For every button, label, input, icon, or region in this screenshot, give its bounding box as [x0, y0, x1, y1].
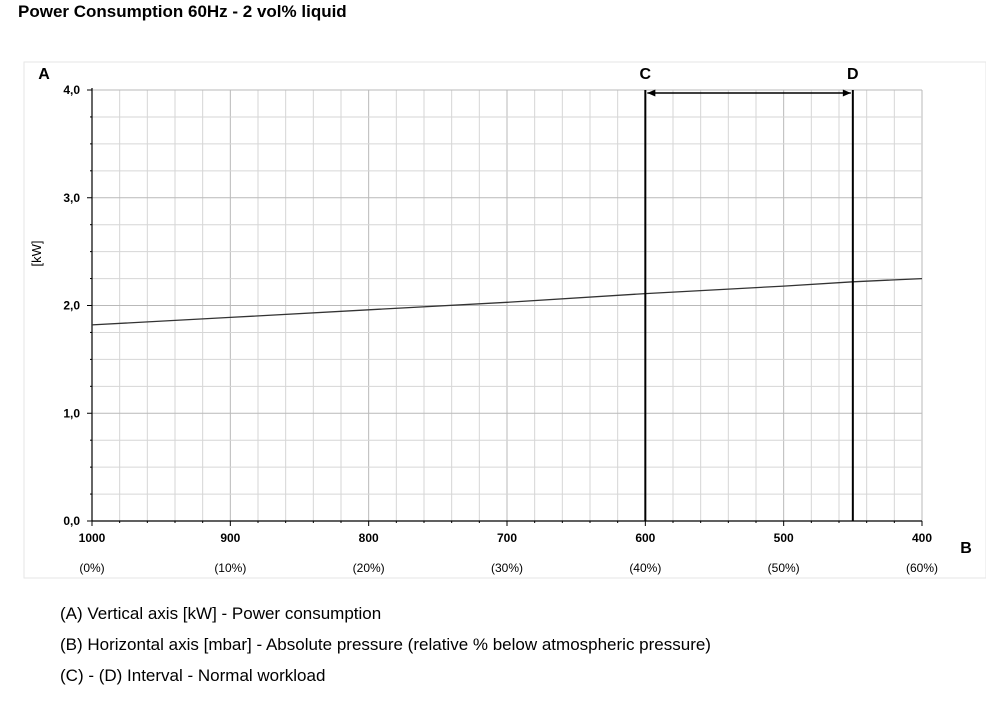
x-tick-percent-label: (0%) — [79, 561, 104, 575]
interval-markers — [644, 89, 854, 521]
x-tick-percent-label: (10%) — [214, 561, 246, 575]
x-tick-label: 1000 — [79, 531, 106, 545]
x-tick-percent-label: (50%) — [768, 561, 800, 575]
x-tick-percent-label: (60%) — [906, 561, 938, 575]
interval-arrow-left-head — [647, 89, 656, 97]
data-series — [91, 277, 923, 326]
x-tick-label: 600 — [635, 531, 655, 545]
interval-end-label: D — [847, 66, 859, 83]
legend-line-a: (A) Vertical axis [kW] - Power consumpti… — [60, 604, 382, 623]
y-tick-label: 4,0 — [63, 83, 80, 97]
axis-legend: (A) Vertical axis [kW] - Power consumpti… — [60, 598, 711, 691]
x-tick-label: 800 — [359, 531, 379, 545]
x-axis-letter: B — [960, 540, 972, 557]
x-tick-label: 500 — [774, 531, 794, 545]
axis-ticks — [87, 89, 923, 526]
y-tick-label: 0,0 — [63, 514, 80, 528]
x-tick-label: 900 — [220, 531, 240, 545]
legend-line-c-d: (C) - (D) Interval - Normal workload — [60, 666, 326, 685]
grid-lines — [92, 89, 923, 521]
interval-start-label: C — [640, 66, 652, 83]
y-axis-letter: A — [38, 66, 50, 83]
y-axis-unit-label: [kW] — [29, 241, 44, 267]
y-tick-label: 1,0 — [63, 406, 80, 420]
y-tick-label: 3,0 — [63, 191, 80, 205]
x-tick-percent-label: (40%) — [629, 561, 661, 575]
chart-background — [23, 61, 986, 579]
x-tick-label: 400 — [912, 531, 932, 545]
legend-line-b: (B) Horizontal axis [mbar] - Absolute pr… — [60, 635, 711, 654]
x-tick-percent-label: (20%) — [353, 561, 385, 575]
power-curve — [91, 277, 923, 326]
chart-title: Power Consumption 60Hz - 2 vol% liquid — [18, 2, 347, 21]
x-tick-label: 700 — [497, 531, 517, 545]
y-tick-label: 2,0 — [63, 299, 80, 313]
interval-arrow-right-head — [842, 89, 851, 97]
power-consumption-chart: 0,0 1,0 2,0 3,0 4,0 1000 (0%) 900 (10%) 800 (20%) 7… — [23, 61, 986, 579]
x-tick-percent-label: (30%) — [491, 561, 523, 575]
axis-labels: 0,0 1,0 2,0 3,0 4,0 1000 (0%) 900 (10%) 800 (20%) 7… — [29, 66, 972, 575]
